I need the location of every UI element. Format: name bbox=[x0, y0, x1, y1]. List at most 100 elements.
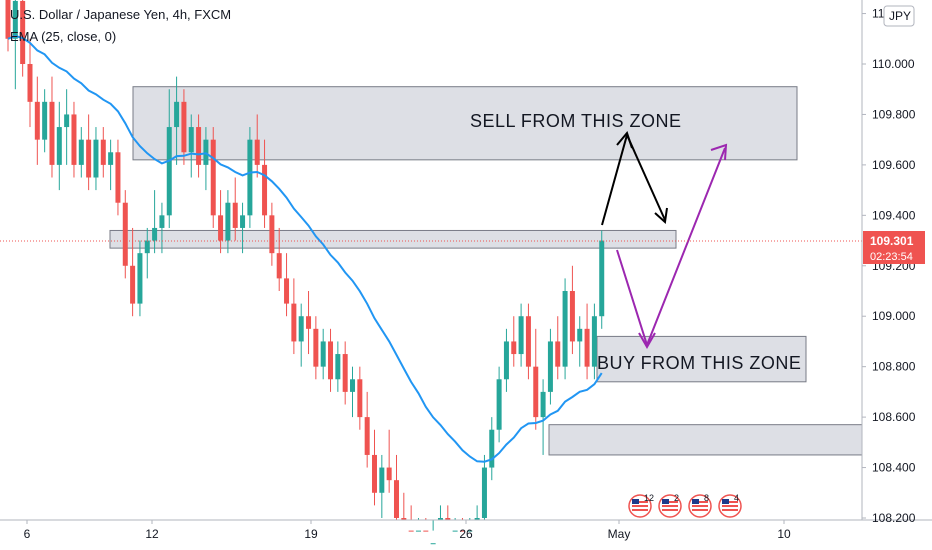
candle bbox=[445, 505, 451, 520]
price-tick-label: 109.600 bbox=[872, 158, 916, 172]
candle bbox=[56, 101, 62, 191]
candle bbox=[364, 391, 370, 468]
price-tick-label: 108.800 bbox=[872, 360, 916, 374]
symbol-title[interactable]: U.S. Dollar / Japanese Yen, 4h, FXCM bbox=[10, 7, 231, 22]
candle bbox=[159, 202, 165, 254]
price-tick-label: 109.800 bbox=[872, 107, 916, 121]
candle bbox=[276, 227, 282, 291]
economic-event-icon[interactable]: 8 bbox=[688, 493, 712, 518]
candle bbox=[144, 227, 150, 279]
economic-event-icon[interactable]: 12 bbox=[628, 493, 654, 518]
zone-box[interactable] bbox=[132, 86, 798, 161]
time-tick-label: May bbox=[608, 527, 631, 541]
candle bbox=[210, 127, 216, 228]
candle bbox=[174, 76, 180, 165]
candle bbox=[262, 139, 268, 228]
candle bbox=[225, 190, 231, 254]
candle bbox=[108, 139, 114, 191]
candle bbox=[254, 114, 260, 178]
candle bbox=[64, 89, 70, 165]
candle bbox=[203, 127, 209, 191]
zone-box[interactable] bbox=[548, 424, 863, 456]
economic-event-icon[interactable]: 2 bbox=[658, 493, 682, 518]
candle bbox=[555, 316, 561, 380]
candle bbox=[218, 190, 224, 254]
candle bbox=[547, 328, 553, 405]
candle bbox=[269, 202, 275, 266]
buy-zone-label: BUY FROM THIS ZONE bbox=[597, 353, 801, 373]
time-tick-label: 6 bbox=[24, 527, 31, 541]
candle bbox=[584, 303, 590, 380]
candle bbox=[152, 190, 158, 254]
candle bbox=[379, 454, 385, 518]
candle bbox=[71, 101, 77, 178]
candle bbox=[284, 253, 290, 317]
candle bbox=[335, 341, 341, 392]
zone-box[interactable] bbox=[596, 335, 807, 383]
candle bbox=[306, 291, 312, 355]
price-tick-label: 108.400 bbox=[872, 461, 916, 475]
sell-zone-label: SELL FROM THIS ZONE bbox=[470, 111, 682, 131]
candle bbox=[196, 114, 202, 178]
candle bbox=[401, 492, 407, 520]
candle bbox=[496, 366, 502, 443]
candle bbox=[298, 303, 304, 367]
price-tick-label: 108.200 bbox=[872, 511, 916, 525]
candle bbox=[122, 190, 128, 279]
event-count-label: 2 bbox=[674, 493, 679, 503]
candle bbox=[342, 341, 348, 405]
candle bbox=[350, 366, 356, 418]
zone-layer bbox=[109, 86, 863, 456]
candle bbox=[386, 429, 392, 493]
candle bbox=[437, 505, 443, 520]
candle bbox=[27, 38, 33, 128]
candle bbox=[320, 328, 326, 380]
economic-event-icon[interactable]: 4 bbox=[718, 493, 742, 518]
candle bbox=[511, 316, 517, 367]
bar-countdown: 02:23:54 bbox=[870, 251, 913, 263]
event-markers-layer: 12 2 8 4 bbox=[628, 493, 742, 518]
black-arrow bbox=[601, 130, 668, 226]
price-tick-label: 109.400 bbox=[872, 208, 916, 222]
candle bbox=[430, 520, 436, 545]
time-axis[interactable]: 6 12 19 26 May 10 bbox=[24, 520, 791, 541]
time-tick-label: 19 bbox=[304, 527, 318, 541]
candle bbox=[247, 127, 253, 228]
price-tick-label: 109.000 bbox=[872, 309, 916, 323]
zone-box[interactable] bbox=[109, 229, 677, 249]
ema-legend[interactable]: EMA (25, close, 0) bbox=[10, 29, 116, 44]
candle bbox=[599, 230, 605, 329]
currency-badge[interactable]: JPY bbox=[883, 5, 915, 27]
candle bbox=[577, 316, 583, 367]
candle bbox=[357, 366, 363, 430]
currency-badge-label: JPY bbox=[889, 9, 911, 23]
candle bbox=[137, 240, 143, 317]
candle bbox=[100, 127, 106, 178]
candle bbox=[518, 303, 524, 367]
candle bbox=[20, 0, 26, 77]
candle bbox=[533, 328, 539, 430]
candle bbox=[474, 505, 480, 520]
candles-layer bbox=[5, 0, 605, 545]
last-price-value: 109.301 bbox=[870, 234, 914, 248]
price-tick-label: 108.600 bbox=[872, 410, 916, 424]
candle bbox=[240, 202, 246, 254]
candle bbox=[489, 417, 495, 481]
candle bbox=[166, 89, 172, 228]
candle bbox=[34, 76, 40, 165]
price-axis[interactable]: 108.200108.400108.600108.800109.000109.2… bbox=[862, 7, 916, 525]
candle bbox=[130, 227, 136, 317]
candle bbox=[49, 76, 55, 178]
candle bbox=[525, 303, 531, 380]
candle bbox=[481, 454, 487, 520]
candle bbox=[93, 127, 99, 191]
time-tick-label: 12 bbox=[145, 527, 159, 541]
time-tick-label: 26 bbox=[459, 527, 473, 541]
last-price-tag: 109.301 02:23:54 bbox=[863, 231, 925, 264]
ema-line bbox=[7, 34, 603, 463]
event-count-label: 8 bbox=[704, 493, 709, 503]
candle bbox=[408, 505, 414, 532]
candle bbox=[372, 429, 377, 506]
